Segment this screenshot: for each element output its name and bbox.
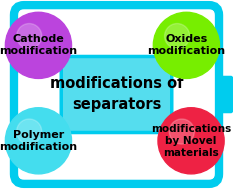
Circle shape [17, 23, 42, 49]
Text: Cathode
modification: Cathode modification [0, 34, 78, 56]
FancyBboxPatch shape [61, 57, 172, 132]
Circle shape [5, 12, 72, 78]
FancyBboxPatch shape [216, 76, 233, 113]
Text: Oxides
modification: Oxides modification [147, 34, 226, 56]
Circle shape [153, 12, 219, 78]
Text: Polymer
modification: Polymer modification [0, 130, 78, 152]
Circle shape [17, 119, 42, 144]
Circle shape [164, 23, 190, 49]
Circle shape [169, 119, 194, 144]
Circle shape [158, 108, 224, 174]
Text: modifications
by Novel
materials: modifications by Novel materials [151, 124, 231, 158]
Text: modifications of
separators: modifications of separators [50, 77, 183, 112]
Circle shape [5, 108, 72, 174]
